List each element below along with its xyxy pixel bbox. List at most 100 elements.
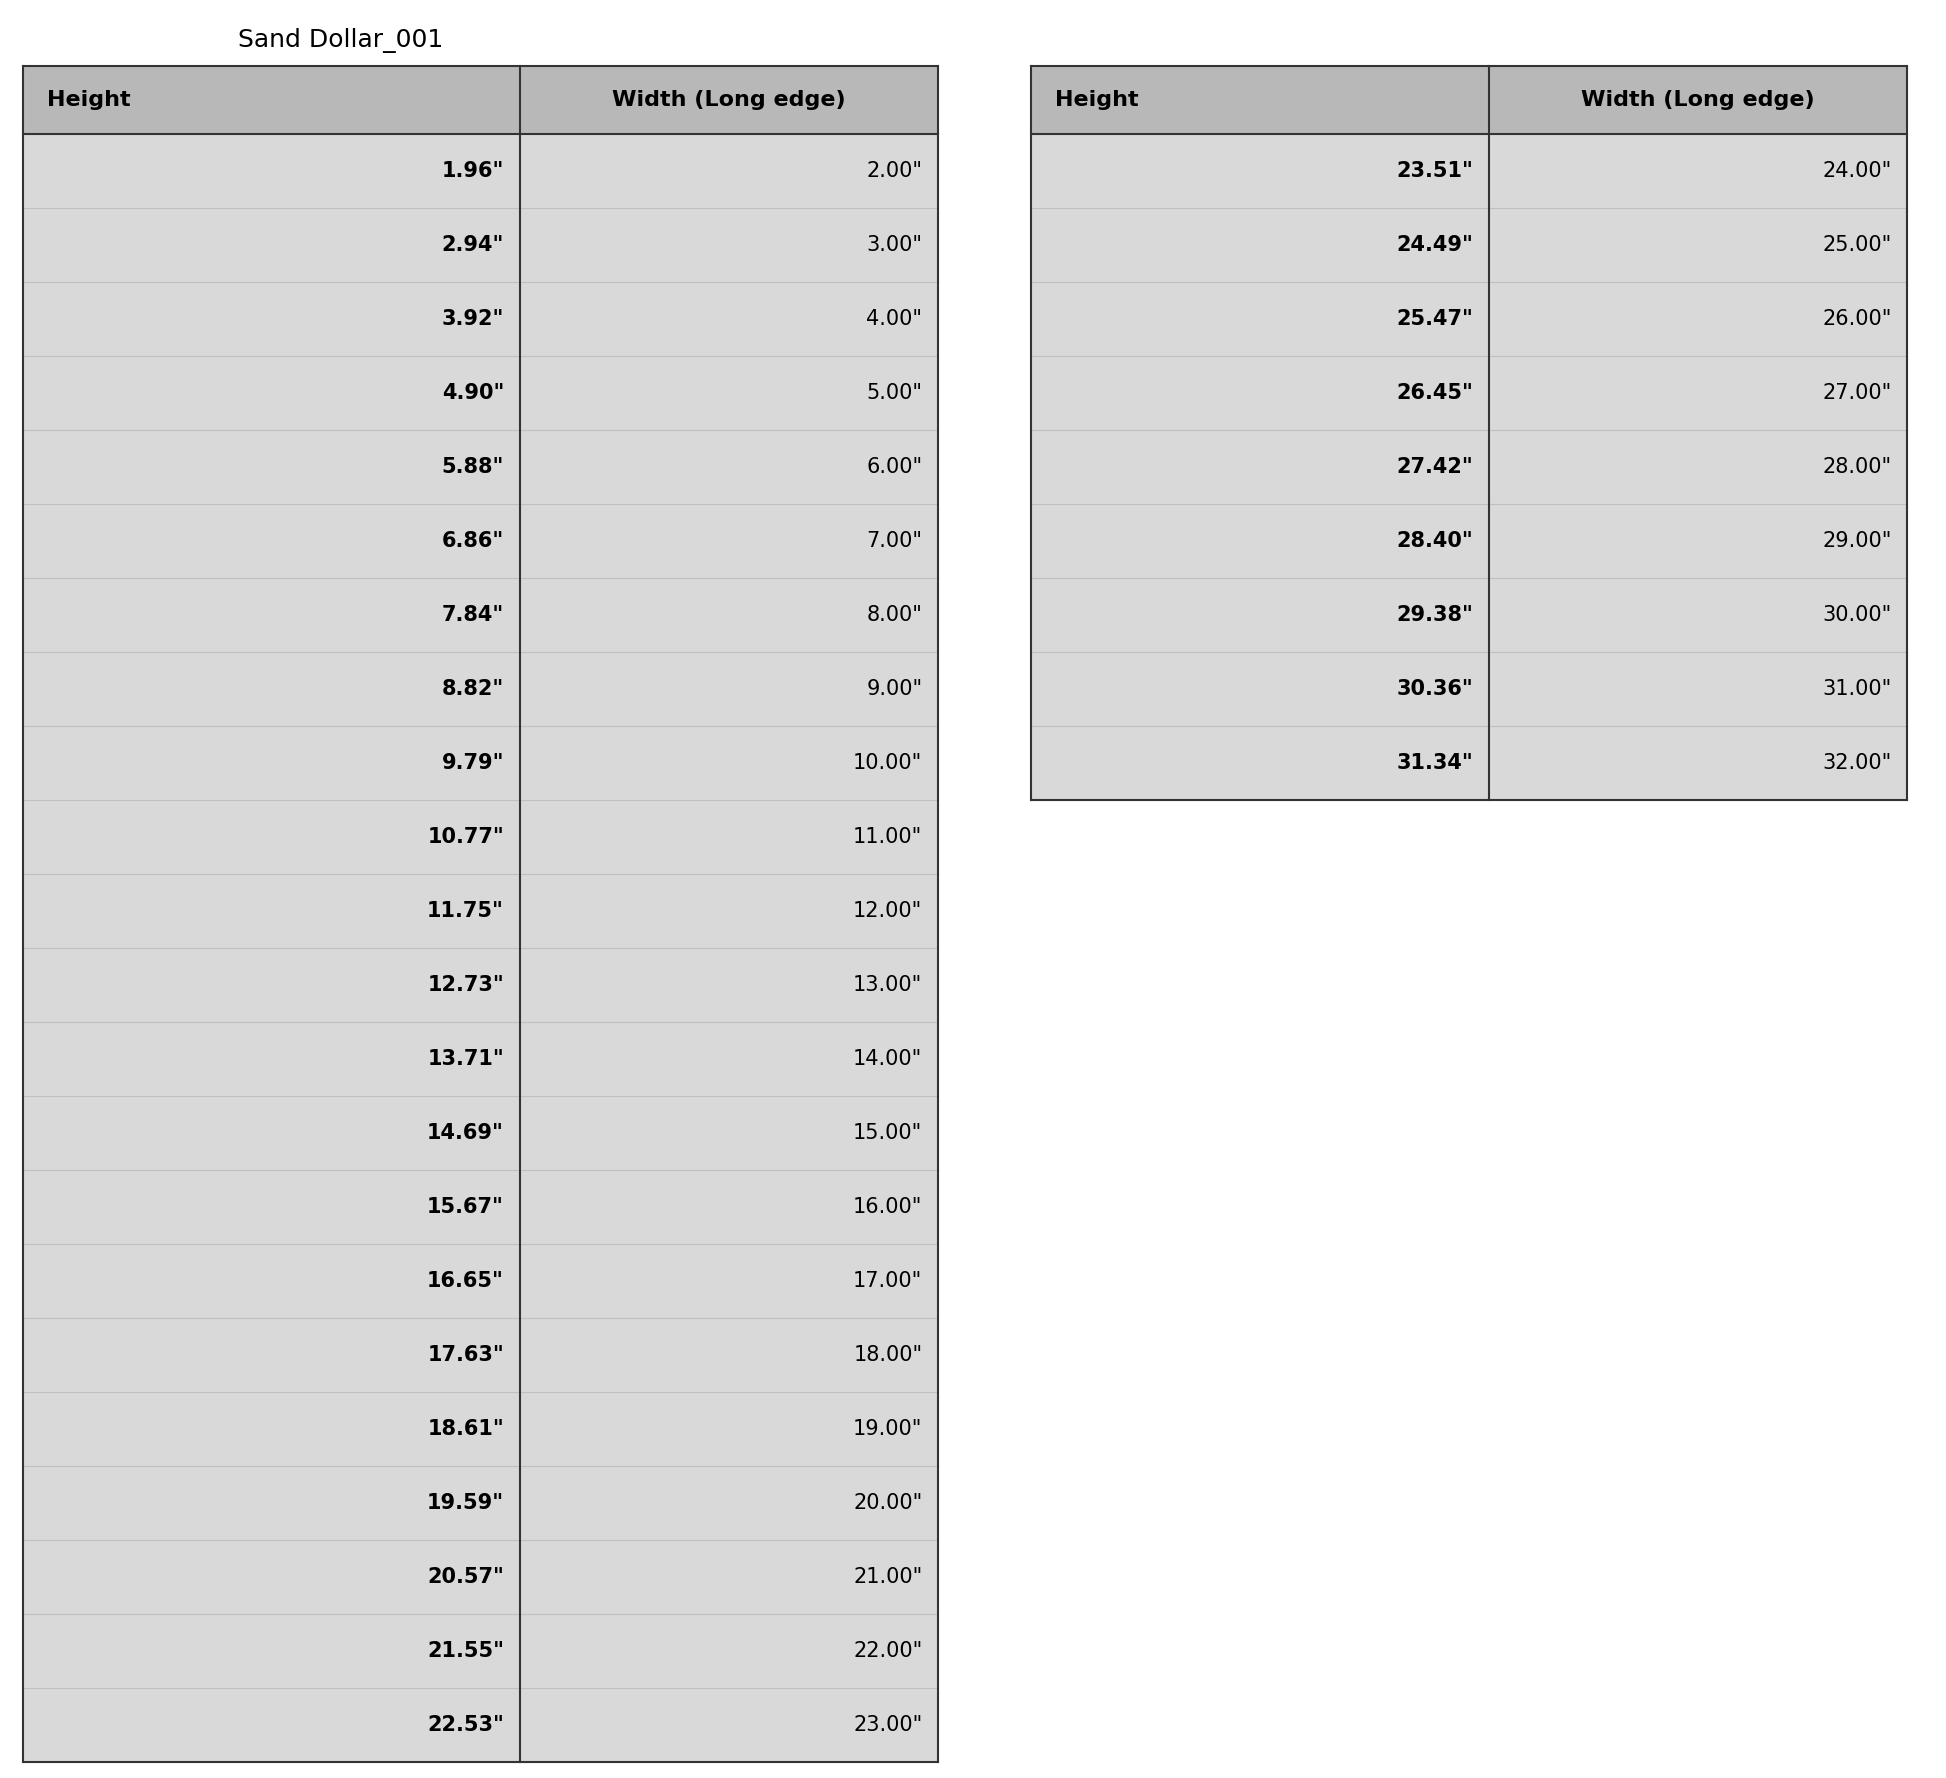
Text: Width (Long edge): Width (Long edge) [611,89,847,110]
Text: 9.79": 9.79" [442,752,504,773]
Bar [520,1095,938,1170]
Text: 10.00": 10.00" [852,752,922,773]
Bar [23,503,520,578]
Bar [23,66,520,133]
Bar [520,1614,938,1687]
Text: 5.88": 5.88" [442,457,504,477]
Bar [23,1317,520,1392]
Bar [1489,503,1907,578]
Text: 28.40": 28.40" [1397,532,1473,551]
Bar [23,1170,520,1245]
Text: 25.47": 25.47" [1395,309,1473,329]
Bar [1031,653,1489,725]
Text: 4.00": 4.00" [866,309,922,329]
Bar [1031,356,1489,430]
Text: 12.00": 12.00" [852,901,922,921]
Bar [23,356,520,430]
Bar [1031,208,1489,281]
Text: 22.53": 22.53" [426,1714,504,1735]
Text: 23.00": 23.00" [852,1714,922,1735]
Bar [1489,133,1907,208]
Text: 20.57": 20.57" [426,1566,504,1586]
Bar [520,1465,938,1540]
Bar [1489,281,1907,356]
Bar [520,66,938,133]
Bar [520,1392,938,1465]
Bar [520,1317,938,1392]
Text: 15.00": 15.00" [852,1122,922,1143]
Text: 31.34": 31.34" [1397,752,1473,773]
Bar [23,133,520,208]
Text: 2.94": 2.94" [442,235,504,254]
Bar [23,1614,520,1687]
Text: 13.71": 13.71" [428,1049,504,1069]
Bar [1489,578,1907,653]
Bar [520,578,938,653]
Text: 13.00": 13.00" [852,974,922,994]
Bar [23,1540,520,1614]
Bar [1489,356,1907,430]
Text: 19.00": 19.00" [852,1419,922,1438]
Bar [520,948,938,1022]
Text: 27.42": 27.42" [1397,457,1473,477]
Bar [520,1170,938,1245]
Bar [520,1687,938,1762]
Text: 10.77": 10.77" [428,827,504,846]
Text: Width (Long edge): Width (Long edge) [1580,89,1816,110]
Bar [520,1022,938,1095]
Bar [520,800,938,873]
Text: 12.73": 12.73" [428,974,504,994]
Bar [23,725,520,800]
Text: 29.38": 29.38" [1395,605,1473,624]
Text: 29.00": 29.00" [1821,532,1892,551]
Bar [1031,66,1489,133]
Bar [23,1392,520,1465]
Text: 19.59": 19.59" [426,1494,504,1513]
Text: 30.00": 30.00" [1821,605,1892,624]
Bar [1489,208,1907,281]
Text: 21.55": 21.55" [426,1641,504,1661]
Text: 5.00": 5.00" [866,382,922,404]
Bar [1489,430,1907,503]
Bar [1489,653,1907,725]
Bar [23,1687,520,1762]
Text: 7.84": 7.84" [442,605,504,624]
Text: 2.00": 2.00" [866,160,922,181]
Bar [1031,281,1489,356]
Bar [23,800,520,873]
Bar [520,356,938,430]
Text: 31.00": 31.00" [1821,679,1892,699]
Bar [520,281,938,356]
Text: 6.00": 6.00" [866,457,922,477]
Text: 7.00": 7.00" [866,532,922,551]
Text: Sand Dollar_001: Sand Dollar_001 [237,28,444,53]
Text: 1.96": 1.96" [442,160,504,181]
Bar [1031,430,1489,503]
Bar [23,873,520,948]
Text: 16.65": 16.65" [426,1271,504,1291]
Bar [23,1022,520,1095]
Bar [23,1245,520,1317]
Bar [23,208,520,281]
Text: Height: Height [47,89,130,110]
Bar [23,578,520,653]
Text: Height: Height [1055,89,1138,110]
Text: 22.00": 22.00" [852,1641,922,1661]
Bar [520,133,938,208]
Text: 26.45": 26.45" [1395,382,1473,404]
Text: 26.00": 26.00" [1821,309,1892,329]
Text: 32.00": 32.00" [1821,752,1892,773]
Text: 27.00": 27.00" [1821,382,1892,404]
Bar [520,208,938,281]
Text: 21.00": 21.00" [852,1566,922,1586]
Bar [520,503,938,578]
Bar [1031,578,1489,653]
Text: 11.75": 11.75" [426,901,504,921]
Text: 3.92": 3.92" [442,309,504,329]
Bar [520,1540,938,1614]
Text: 18.00": 18.00" [852,1344,922,1366]
Text: 25.00": 25.00" [1821,235,1892,254]
Bar [520,725,938,800]
Text: 24.49": 24.49" [1395,235,1473,254]
Bar [23,948,520,1022]
